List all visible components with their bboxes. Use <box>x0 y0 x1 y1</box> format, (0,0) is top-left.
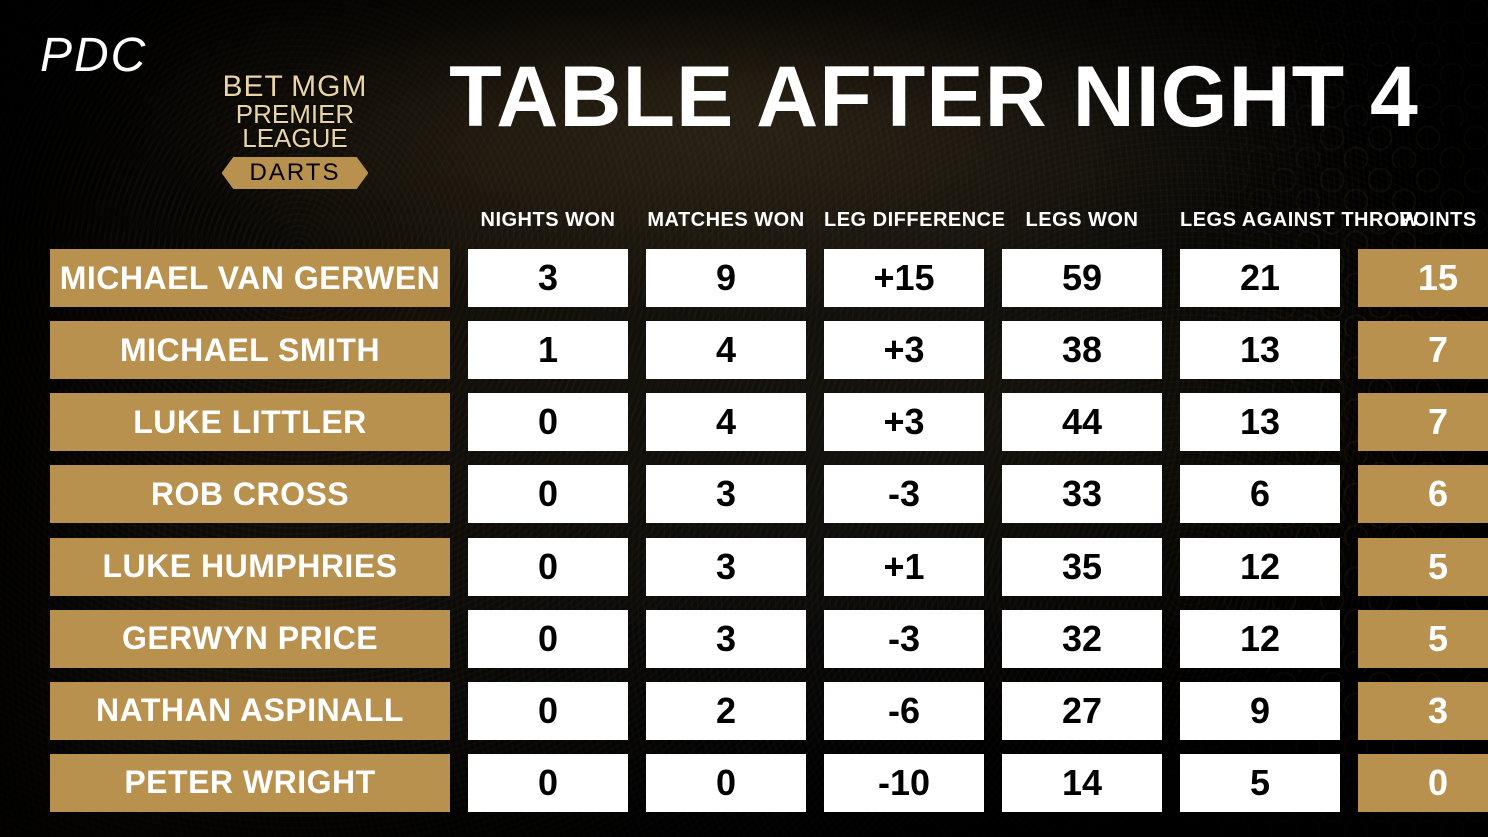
leg-difference: -3 <box>824 610 984 668</box>
col-header-nights-won: NIGHTS WON <box>468 209 628 236</box>
legs-against-throw: 5 <box>1180 754 1340 812</box>
nights-won: 0 <box>468 754 628 812</box>
leg-difference: +1 <box>824 538 984 596</box>
points: 15 <box>1358 249 1488 307</box>
legs-against-throw: 6 <box>1180 465 1340 523</box>
player-name: ROB CROSS <box>50 465 450 523</box>
points: 7 <box>1358 321 1488 379</box>
legs-against-throw: 12 <box>1180 538 1340 596</box>
badge-league: LEAGUE <box>242 123 348 153</box>
legs-won: 14 <box>1002 754 1162 812</box>
player-name: LUKE LITTLER <box>50 393 450 451</box>
matches-won: 3 <box>646 538 806 596</box>
points: 6 <box>1358 465 1488 523</box>
player-name: MICHAEL SMITH <box>50 321 450 379</box>
leg-difference: -6 <box>824 682 984 740</box>
matches-won: 3 <box>646 465 806 523</box>
nights-won: 0 <box>468 682 628 740</box>
legs-won: 44 <box>1002 393 1162 451</box>
legs-won: 33 <box>1002 465 1162 523</box>
legs-won: 27 <box>1002 682 1162 740</box>
nights-won: 0 <box>468 393 628 451</box>
page-title: TABLE AFTER NIGHT 4 <box>440 48 1428 147</box>
pdc-logo: PDC <box>40 28 147 83</box>
leg-difference: -10 <box>824 754 984 812</box>
nights-won: 0 <box>468 610 628 668</box>
legs-won: 32 <box>1002 610 1162 668</box>
matches-won: 3 <box>646 610 806 668</box>
leg-difference: +3 <box>824 321 984 379</box>
matches-won: 4 <box>646 393 806 451</box>
matches-won: 9 <box>646 249 806 307</box>
legs-against-throw: 12 <box>1180 610 1340 668</box>
points: 7 <box>1358 393 1488 451</box>
legs-won: 38 <box>1002 321 1162 379</box>
player-name: GERWYN PRICE <box>50 610 450 668</box>
col-header-matches-won: MATCHES WON <box>646 209 806 236</box>
standings-table: NIGHTS WON MATCHES WON LEG DIFFERENCE LE… <box>50 176 1438 813</box>
matches-won: 4 <box>646 321 806 379</box>
legs-against-throw: 21 <box>1180 249 1340 307</box>
matches-won: 2 <box>646 682 806 740</box>
col-header-legs-against-throw: LEGS AGAINST THROW <box>1180 209 1340 236</box>
legs-against-throw: 13 <box>1180 393 1340 451</box>
player-name: PETER WRIGHT <box>50 754 450 812</box>
leg-difference: -3 <box>824 465 984 523</box>
nights-won: 0 <box>468 538 628 596</box>
col-header-leg-difference: LEG DIFFERENCE <box>824 209 984 236</box>
col-header-points: POINTS <box>1358 209 1488 236</box>
legs-won: 59 <box>1002 249 1162 307</box>
points: 5 <box>1358 610 1488 668</box>
points: 0 <box>1358 754 1488 812</box>
player-name: MICHAEL VAN GERWEN <box>50 249 450 307</box>
points: 5 <box>1358 538 1488 596</box>
player-name: NATHAN ASPINALL <box>50 682 450 740</box>
col-header-legs-won: LEGS WON <box>1002 209 1162 236</box>
nights-won: 0 <box>468 465 628 523</box>
points: 3 <box>1358 682 1488 740</box>
legs-won: 35 <box>1002 538 1162 596</box>
leg-difference: +3 <box>824 393 984 451</box>
leg-difference: +15 <box>824 249 984 307</box>
legs-against-throw: 9 <box>1180 682 1340 740</box>
player-name: LUKE HUMPHRIES <box>50 538 450 596</box>
nights-won: 3 <box>468 249 628 307</box>
nights-won: 1 <box>468 321 628 379</box>
matches-won: 0 <box>646 754 806 812</box>
legs-against-throw: 13 <box>1180 321 1340 379</box>
